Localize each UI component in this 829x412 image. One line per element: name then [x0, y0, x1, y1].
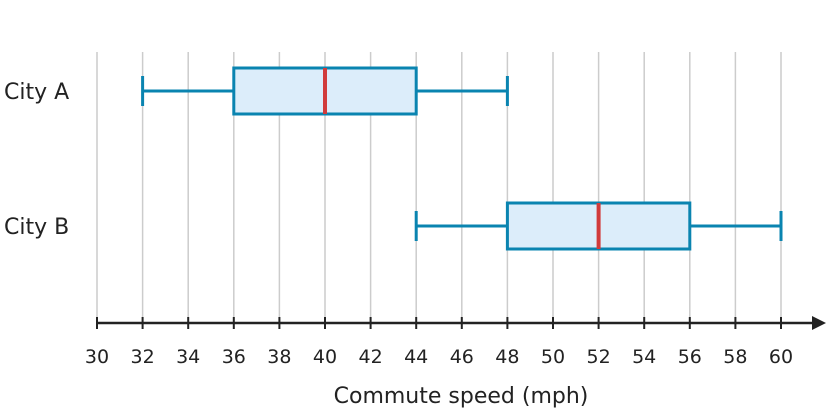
- x-tick-label-56: 56: [678, 346, 702, 368]
- box-city-a: [141, 66, 509, 116]
- box-city-b: [414, 201, 783, 251]
- x-tick-label-48: 48: [495, 346, 519, 368]
- x-tick-label-54: 54: [632, 346, 656, 368]
- x-tick-label-52: 52: [587, 346, 611, 368]
- grid-lines: [96, 52, 782, 323]
- x-axis-arrow-icon: [812, 316, 826, 330]
- x-tick-label-38: 38: [267, 346, 291, 368]
- x-tick-label-42: 42: [359, 346, 383, 368]
- x-tick-label-44: 44: [404, 346, 428, 368]
- box-plots: [141, 66, 783, 251]
- x-tick-label-46: 46: [450, 346, 474, 368]
- x-tick-label-58: 58: [723, 346, 747, 368]
- x-tick-label-60: 60: [769, 346, 793, 368]
- x-tick-label-40: 40: [313, 346, 337, 368]
- x-tick-label-34: 34: [176, 346, 200, 368]
- category-label-city-a: City A: [4, 80, 69, 105]
- x-tick-label-32: 32: [131, 346, 155, 368]
- x-axis-title: Commute speed (mph): [334, 384, 589, 409]
- category-label-city-b: City B: [4, 215, 69, 240]
- x-tick-label-36: 36: [222, 346, 246, 368]
- x-tick-label-30: 30: [85, 346, 109, 368]
- category-labels: City A City B: [4, 80, 69, 240]
- x-tick-label-50: 50: [541, 346, 565, 368]
- x-axis: 30 32 34 36 38 40 42 44 46 48 50 52 54 56 58 60: [85, 316, 826, 368]
